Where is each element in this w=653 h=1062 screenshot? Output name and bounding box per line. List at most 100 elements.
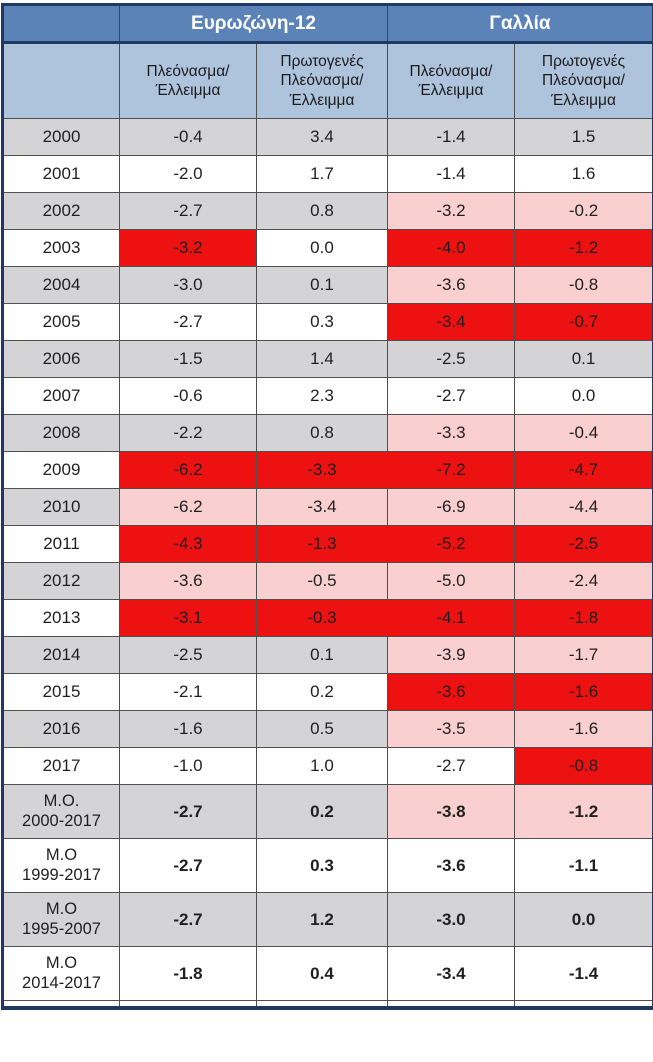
value-cell: 0.2 xyxy=(256,784,388,839)
row-label-cell: M.O 1999-2017 xyxy=(2,838,120,893)
value-cell: -3.8 xyxy=(387,784,515,839)
value-cell: -6.2 xyxy=(119,488,257,526)
fiscal-comparison-table: Ευρωζώνη-12 Γαλλία Πλεόνασμα/ Έλλειμμα Π… xyxy=(1,3,653,1010)
value-cell: 3.4 xyxy=(256,118,388,156)
value-cell: -3.2 xyxy=(119,229,257,267)
value-cell: -2.7 xyxy=(387,377,515,415)
value-cell: -3.3 xyxy=(256,451,388,489)
table-header: Ευρωζώνη-12 Γαλλία Πλεόνασμα/ Έλλειμμα Π… xyxy=(2,4,653,119)
year-row: 2012 -3.6 -0.5 -5.0 -2.4 xyxy=(2,562,653,600)
stub-cell xyxy=(387,1000,515,1009)
value-cell: -1.5 xyxy=(119,340,257,378)
stub-cell xyxy=(2,1000,120,1009)
value-cell: -1.7 xyxy=(513,636,653,674)
row-label-cell: 2015 xyxy=(2,673,120,711)
value-cell: -4.4 xyxy=(513,488,653,526)
value-cell: -3.6 xyxy=(387,838,515,893)
row-label-cell: M.O. 2000-2017 xyxy=(2,784,120,839)
value-cell: -2.1 xyxy=(119,673,257,711)
value-cell: 0.4 xyxy=(256,946,388,1001)
value-cell: 1.2 xyxy=(256,892,388,947)
value-cell: -1.2 xyxy=(513,784,653,839)
value-cell: 0.8 xyxy=(256,414,388,452)
row-label-cell: M.O 2014-2017 xyxy=(2,946,120,1001)
value-cell: -7.2 xyxy=(387,451,515,489)
value-cell: -3.4 xyxy=(387,946,515,1001)
stub-cell xyxy=(256,1000,388,1009)
value-cell: -3.3 xyxy=(387,414,515,452)
year-row: 2006 -1.5 1.4 -2.5 0.1 xyxy=(2,340,653,378)
value-cell: -1.8 xyxy=(513,599,653,637)
row-label-cell: 2011 xyxy=(2,525,120,563)
row-label-cell: 2009 xyxy=(2,451,120,489)
value-cell: -3.5 xyxy=(387,710,515,748)
average-row: M.O 2014-2017 -1.8 0.4 -3.4 -1.4 xyxy=(2,946,653,1001)
value-cell: -0.3 xyxy=(256,599,388,637)
year-row: 2009 -6.2 -3.3 -7.2 -4.7 xyxy=(2,451,653,489)
value-cell: 0.1 xyxy=(256,636,388,674)
year-row: 2016 -1.6 0.5 -3.5 -1.6 xyxy=(2,710,653,748)
year-row: 2004 -3.0 0.1 -3.6 -0.8 xyxy=(2,266,653,304)
value-cell: 1.7 xyxy=(256,155,388,193)
fiscal-table-wrapper: Ευρωζώνη-12 Γαλλία Πλεόνασμα/ Έλλειμμα Π… xyxy=(1,3,653,1010)
value-cell: -2.7 xyxy=(119,838,257,893)
value-cell: -3.6 xyxy=(119,562,257,600)
value-cell: -4.7 xyxy=(513,451,653,489)
value-cell: -5.2 xyxy=(387,525,515,563)
table-body: 2000 -0.4 3.4 -1.4 1.5 2001 -2.0 1.7 -1.4 1.6 2002… xyxy=(2,118,653,1009)
value-cell: -1.6 xyxy=(513,673,653,711)
row-label-cell: 2016 xyxy=(2,710,120,748)
value-cell: -4.3 xyxy=(119,525,257,563)
value-cell: -0.5 xyxy=(256,562,388,600)
row-label-cell: 2012 xyxy=(2,562,120,600)
value-cell: -2.4 xyxy=(513,562,653,600)
value-cell: -4.0 xyxy=(387,229,515,267)
average-row: M.O 1995-2007 -2.7 1.2 -3.0 0.0 xyxy=(2,892,653,947)
corner-cell xyxy=(2,4,120,44)
value-cell: -3.4 xyxy=(256,488,388,526)
value-cell: -3.6 xyxy=(387,266,515,304)
value-cell: -2.7 xyxy=(119,892,257,947)
value-cell: 0.8 xyxy=(256,192,388,230)
col-header-ez-primary: Πρωτογενές Πλεόνασμα/ Έλλειμμα xyxy=(256,42,388,119)
value-cell: -2.5 xyxy=(513,525,653,563)
value-cell: 0.0 xyxy=(256,229,388,267)
value-cell: 0.2 xyxy=(256,673,388,711)
stub-cell xyxy=(119,1000,257,1009)
value-cell: -0.2 xyxy=(513,192,653,230)
value-cell: 2.3 xyxy=(256,377,388,415)
value-cell: 1.4 xyxy=(256,340,388,378)
group-header-row: Ευρωζώνη-12 Γαλλία xyxy=(2,4,653,44)
value-cell: -3.4 xyxy=(387,303,515,341)
row-label-cell: 2004 xyxy=(2,266,120,304)
value-cell: -2.5 xyxy=(119,636,257,674)
year-row: 2017 -1.0 1.0 -2.7 -0.8 xyxy=(2,747,653,785)
value-cell: 1.0 xyxy=(256,747,388,785)
value-cell: -2.5 xyxy=(387,340,515,378)
year-row: 2015 -2.1 0.2 -3.6 -1.6 xyxy=(2,673,653,711)
row-label-cell: 2014 xyxy=(2,636,120,674)
value-cell: -0.8 xyxy=(513,266,653,304)
value-cell: -3.1 xyxy=(119,599,257,637)
row-label-cell: M.O 1995-2007 xyxy=(2,892,120,947)
year-column-header xyxy=(2,42,120,119)
value-cell: -2.7 xyxy=(119,784,257,839)
value-cell: -1.3 xyxy=(256,525,388,563)
year-row: 2013 -3.1 -0.3 -4.1 -1.8 xyxy=(2,599,653,637)
value-cell: -3.2 xyxy=(387,192,515,230)
value-cell: -0.8 xyxy=(513,747,653,785)
value-cell: -1.4 xyxy=(387,118,515,156)
row-label-cell: 2000 xyxy=(2,118,120,156)
value-cell: -3.0 xyxy=(387,892,515,947)
value-cell: 0.1 xyxy=(513,340,653,378)
value-cell: -0.6 xyxy=(119,377,257,415)
value-cell: -1.8 xyxy=(119,946,257,1001)
value-cell: -0.4 xyxy=(513,414,653,452)
value-cell: -3.9 xyxy=(387,636,515,674)
row-label-cell: 2006 xyxy=(2,340,120,378)
value-cell: -0.7 xyxy=(513,303,653,341)
col-header-ez-balance: Πλεόνασμα/ Έλλειμμα xyxy=(119,42,257,119)
value-cell: -5.0 xyxy=(387,562,515,600)
group-header-france: Γαλλία xyxy=(386,4,653,44)
value-cell: -1.4 xyxy=(387,155,515,193)
